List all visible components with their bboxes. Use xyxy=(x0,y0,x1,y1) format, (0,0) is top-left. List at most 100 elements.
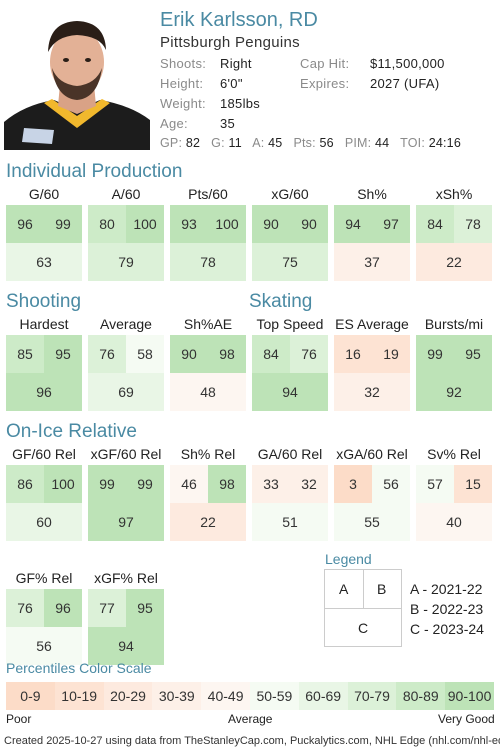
scale-bin: 0-9 xyxy=(6,682,55,710)
gp-value: 82 xyxy=(185,136,201,150)
scale-bin: 70-79 xyxy=(347,682,397,710)
card-title-sh-ae: Sh%AE xyxy=(183,316,233,332)
scale-bin: 40-49 xyxy=(201,682,250,710)
legend-diagram: A B C xyxy=(324,569,402,647)
percentile-card-ga-60-rel: 33 32 51 xyxy=(252,465,328,541)
percentile-cell-c: 78 xyxy=(170,243,246,281)
percentile-cell-c: 22 xyxy=(416,243,492,281)
percentile-cell-c: 56 xyxy=(6,627,82,665)
scale-title: Percentiles Color Scale xyxy=(6,660,152,676)
pim-label: PIM: xyxy=(344,136,372,150)
scale-bin: 10-19 xyxy=(54,682,104,710)
percentile-cell-c: 79 xyxy=(88,243,164,281)
legend-item-b: B - 2022-23 xyxy=(410,601,484,617)
percentile-card-pts-60: 93 100 78 xyxy=(170,205,246,281)
card-title-sh: Sh% xyxy=(357,186,387,202)
percentile-cell-b: 90 xyxy=(290,205,328,243)
assists-label: A: xyxy=(252,136,265,150)
percentile-card-sh: 94 97 37 xyxy=(334,205,410,281)
percentile-cell-b: 95 xyxy=(454,335,492,373)
expires-value: 2027 (UFA) xyxy=(370,76,440,91)
percentile-cell-c: 48 xyxy=(170,373,246,411)
section-individual-production: Individual Production xyxy=(6,161,183,182)
percentile-cell-a: 86 xyxy=(6,465,44,503)
percentile-cell-b: 95 xyxy=(126,589,164,627)
card-title-es-average: ES Average xyxy=(335,316,409,332)
percentile-cell-c: 94 xyxy=(252,373,328,411)
percentile-cell-c: 55 xyxy=(334,503,410,541)
player-name: Erik Karlsson, RD xyxy=(160,9,318,31)
percentile-card-a-60: 80 100 79 xyxy=(88,205,164,281)
percentile-card-sh-rel: 46 98 22 xyxy=(170,465,246,541)
percentile-card-xga-60-rel: 3 56 55 xyxy=(334,465,410,541)
scale-bin: 60-69 xyxy=(298,682,348,710)
scale-bin: 30-39 xyxy=(152,682,202,710)
percentile-cell-a: 3 xyxy=(334,465,372,503)
percentile-card-sh-ae: 90 98 48 xyxy=(170,335,246,411)
legend-cell-b: B xyxy=(377,581,387,597)
percentile-cell-a: 99 xyxy=(88,465,126,503)
card-title-a-60: A/60 xyxy=(111,186,141,202)
percentile-color-scale: 0-9 10-19 20-29 30-39 40-49 50-59 60-69 70-79 80… xyxy=(6,682,494,710)
percentile-cell-b: 32 xyxy=(290,465,328,503)
percentile-cell-c: 51 xyxy=(252,503,328,541)
percentile-card-xg-60: 90 90 75 xyxy=(252,205,328,281)
scale-bin: 90-100 xyxy=(445,682,494,710)
percentile-card-gf-rel: 76 96 56 xyxy=(6,589,82,665)
percentile-cell-c: 63 xyxy=(6,243,82,281)
percentile-cell-a: 76 xyxy=(6,589,44,627)
card-title-sh-rel: Sh% Rel xyxy=(180,446,236,462)
card-title-xgf-60-rel: xGF/60 Rel xyxy=(90,446,162,462)
legend-item-a: A - 2021-22 xyxy=(410,581,483,597)
section-on-ice-relative: On-Ice Relative xyxy=(6,421,137,442)
player-team: Pittsburgh Penguins xyxy=(160,34,300,51)
percentile-card-hardest: 85 95 96 xyxy=(6,335,82,411)
legend-title: Legend xyxy=(325,551,372,567)
percentile-cell-b: 100 xyxy=(126,205,164,243)
percentile-cell-b: 100 xyxy=(44,465,82,503)
section-shooting: Shooting xyxy=(6,291,82,312)
percentile-card-es-average: 16 19 32 xyxy=(334,335,410,411)
scale-bin: 50-59 xyxy=(249,682,299,710)
card-title-pts-60: Pts/60 xyxy=(188,186,228,202)
legend-cell-a: A xyxy=(339,581,349,597)
player-photo xyxy=(4,10,150,150)
percentile-cell-a: 85 xyxy=(6,335,44,373)
card-title-sv-rel: Sv% Rel xyxy=(427,446,481,462)
percentile-cell-b: 76 xyxy=(290,335,328,373)
card-title-xg-60: xG/60 xyxy=(271,186,309,202)
scale-poor-label: Poor xyxy=(6,712,32,726)
percentile-card-gf-60-rel: 86 100 60 xyxy=(6,465,82,541)
percentile-cell-b: 99 xyxy=(126,465,164,503)
goals-value: 11 xyxy=(228,136,242,150)
percentile-cell-a: 96 xyxy=(6,205,44,243)
percentile-cell-c: 37 xyxy=(334,243,410,281)
card-title-average: Average xyxy=(100,316,152,332)
toi-label: TOI: xyxy=(400,136,426,150)
card-title-bursts-mi: Bursts/mi xyxy=(424,316,484,332)
percentile-cell-c: 32 xyxy=(334,373,410,411)
card-title-xgf-rel: xGF% Rel xyxy=(94,570,158,586)
percentile-cell-b: 15 xyxy=(454,465,492,503)
percentile-card-top-speed: 84 76 94 xyxy=(252,335,328,411)
shoots-value: Right xyxy=(220,56,252,71)
percentile-cell-b: 19 xyxy=(372,335,410,373)
age-label: Age: xyxy=(160,116,188,131)
age-value: 35 xyxy=(220,116,236,131)
percentile-cell-a: 77 xyxy=(88,589,126,627)
pim-value: 44 xyxy=(375,136,390,150)
goals-label: G: xyxy=(211,136,225,150)
percentile-cell-a: 93 xyxy=(170,205,208,243)
season-stat-line: GP: 82 G: 11 A: 45 Pts: 56 PIM: 44 TOI: … xyxy=(160,136,461,150)
footer-credit: Created 2025-10-27 using data from TheSt… xyxy=(4,735,500,747)
assists-value: 45 xyxy=(268,136,283,150)
percentile-cell-c: 22 xyxy=(170,503,246,541)
points-label: Pts: xyxy=(293,136,316,150)
percentile-cell-c: 97 xyxy=(88,503,164,541)
percentile-cell-a: 90 xyxy=(252,205,290,243)
cap-hit-value: $11,500,000 xyxy=(370,56,445,71)
percentile-cell-a: 46 xyxy=(170,465,208,503)
percentile-cell-a: 84 xyxy=(416,205,454,243)
percentile-cell-b: 95 xyxy=(44,335,82,373)
card-title-xsh: xSh% xyxy=(435,186,473,202)
